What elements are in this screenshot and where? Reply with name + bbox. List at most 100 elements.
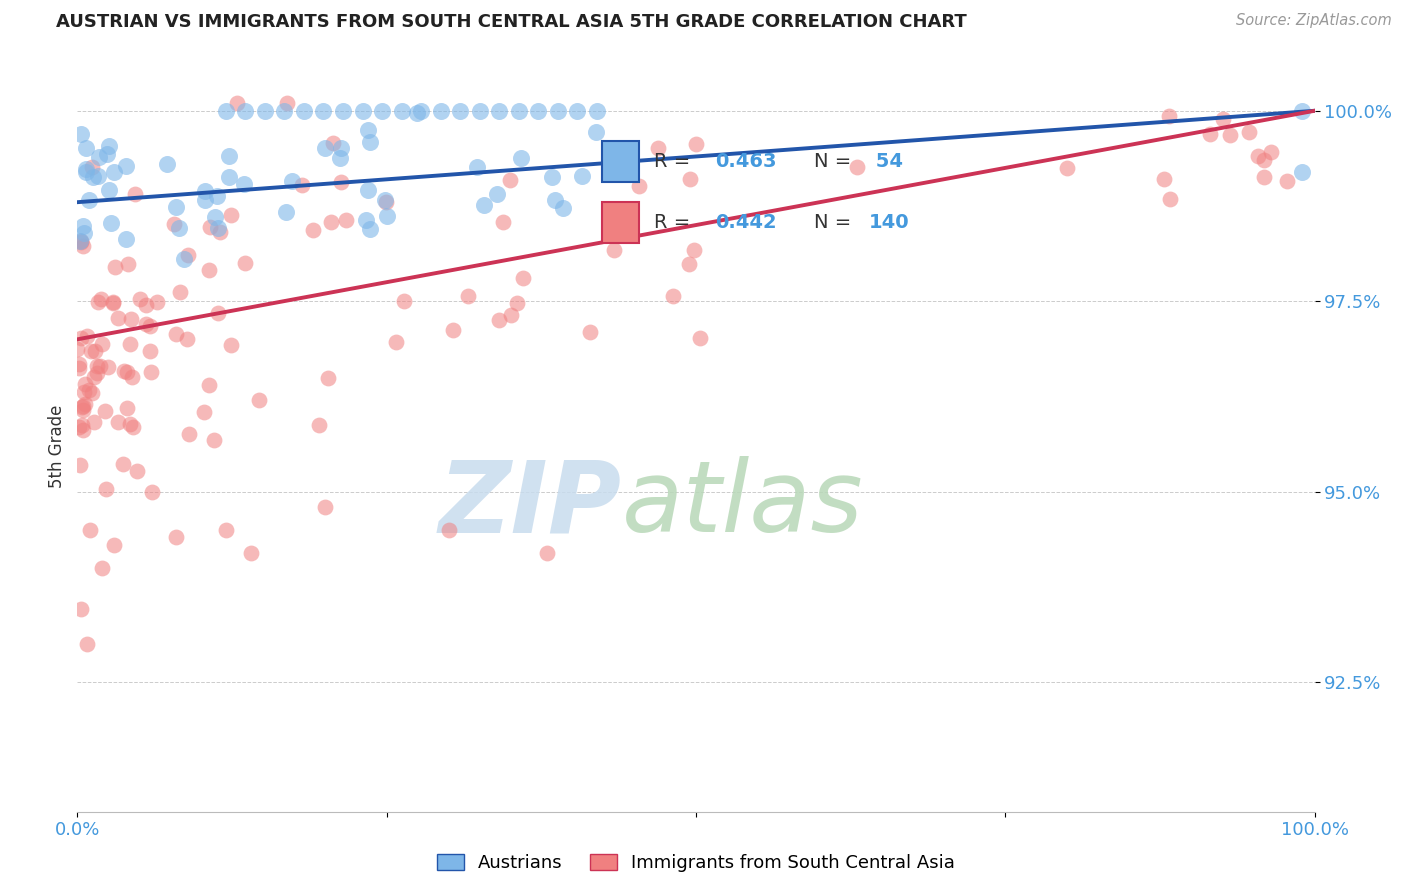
Point	[485, 186, 508, 201]
Point	[536, 546, 558, 560]
Point	[165, 327, 187, 342]
Point	[156, 157, 179, 171]
Point	[1159, 109, 1181, 123]
Point	[91, 561, 114, 575]
Point	[492, 215, 515, 229]
Point	[488, 103, 510, 118]
Point	[218, 148, 240, 162]
Point	[332, 103, 354, 118]
Point	[75, 141, 97, 155]
Point	[76, 637, 98, 651]
Point	[72, 400, 94, 414]
Point	[121, 369, 143, 384]
Point	[603, 244, 626, 258]
Point	[208, 225, 231, 239]
Point	[1253, 153, 1275, 167]
Point	[69, 458, 91, 473]
Point	[194, 185, 217, 199]
Point	[117, 257, 139, 271]
Point	[70, 400, 93, 414]
Point	[101, 295, 124, 310]
Point	[429, 103, 451, 118]
Point	[359, 222, 381, 236]
Point	[647, 141, 669, 155]
Point	[177, 248, 200, 262]
Point	[115, 232, 138, 246]
Point	[103, 165, 125, 179]
Point	[141, 365, 163, 379]
Point	[314, 141, 336, 155]
Point	[114, 159, 136, 173]
Point	[89, 359, 111, 374]
Point	[207, 188, 229, 202]
Point	[274, 205, 297, 219]
Point	[176, 332, 198, 346]
Point	[87, 150, 110, 164]
Point	[69, 235, 91, 249]
Point	[80, 343, 103, 358]
Point	[567, 103, 589, 118]
Point	[314, 500, 336, 514]
Point	[96, 482, 118, 496]
Point	[72, 402, 94, 417]
Point	[198, 263, 221, 277]
Point	[112, 457, 135, 471]
Point	[374, 194, 396, 208]
Point	[103, 538, 125, 552]
Point	[76, 329, 98, 343]
Point	[375, 194, 398, 209]
Point	[96, 147, 118, 161]
Point	[115, 365, 138, 379]
Point	[145, 295, 167, 310]
Point	[357, 183, 380, 197]
Point	[1291, 103, 1313, 118]
Text: atlas: atlas	[621, 456, 863, 553]
Point	[335, 212, 357, 227]
Point	[90, 292, 112, 306]
Point	[375, 209, 398, 223]
Point	[198, 378, 221, 392]
Point	[578, 325, 600, 339]
Point	[225, 96, 247, 111]
Point	[94, 403, 117, 417]
Point	[411, 103, 433, 118]
Point	[468, 103, 491, 118]
Point	[103, 260, 125, 274]
Point	[308, 418, 330, 433]
Point	[70, 331, 93, 345]
Point	[107, 311, 129, 326]
Point	[488, 313, 510, 327]
Point	[233, 177, 256, 191]
Point	[165, 200, 187, 214]
Point	[219, 208, 242, 222]
Point	[141, 484, 163, 499]
Point	[67, 360, 90, 375]
Point	[79, 523, 101, 537]
Point	[457, 289, 479, 303]
Point	[276, 96, 298, 111]
Point	[167, 221, 190, 235]
Point	[586, 103, 609, 118]
Point	[1219, 128, 1241, 142]
Point	[207, 306, 229, 320]
Point	[845, 160, 868, 174]
Point	[1198, 128, 1220, 142]
Point	[107, 415, 129, 429]
Point	[165, 531, 187, 545]
Point	[86, 367, 108, 381]
Point	[541, 170, 564, 185]
Point	[83, 415, 105, 429]
Point	[553, 201, 575, 215]
Point	[391, 103, 413, 118]
Point	[218, 169, 240, 184]
Point	[316, 370, 339, 384]
Point	[87, 169, 110, 183]
Point	[330, 140, 353, 154]
Point	[83, 343, 105, 358]
Point	[79, 194, 101, 208]
Point	[103, 295, 125, 310]
Point	[1237, 125, 1260, 139]
Text: Source: ZipAtlas.com: Source: ZipAtlas.com	[1236, 13, 1392, 29]
Point	[322, 136, 344, 151]
Point	[585, 125, 607, 139]
